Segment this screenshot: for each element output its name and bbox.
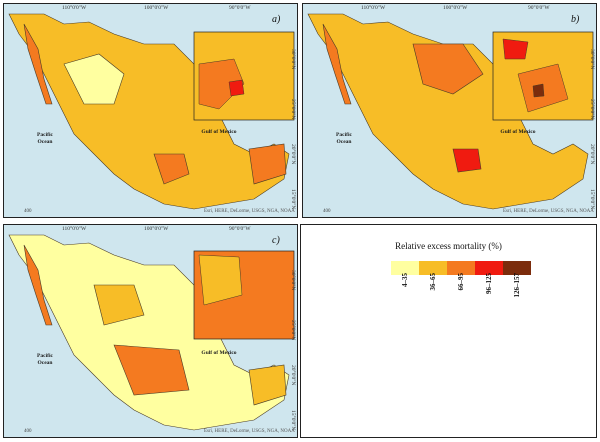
- scale-label: 400: [24, 429, 32, 434]
- top-tick-2: 90°0'0"W: [229, 226, 251, 232]
- legend: Relative excess mortality (%) 4–35 36–65…: [300, 224, 597, 438]
- map-panel-a: 110°0'0"W 100°0'0"W 90°0'0"W 30°0'0"N 25…: [3, 3, 298, 218]
- legend-label-0: 4–35: [401, 273, 409, 287]
- legend-swatch-1: [419, 261, 447, 275]
- top-tick-0: 110°0'0"W: [62, 226, 87, 232]
- mexico-map-c: [4, 225, 297, 437]
- map-credit: Esri, HERE, DeLorme, USGS, NGA, NOAA: [204, 429, 295, 434]
- legend-swatch-3: [475, 261, 503, 275]
- pacific-label: Pacific Ocean: [37, 132, 53, 145]
- side-tick-3: 15°0'0"N: [589, 189, 595, 210]
- map-panel-b: 110°0'0"W 100°0'0"W 90°0'0"W 30°0'0"N 25…: [302, 3, 597, 218]
- gulf-label: Gulf of Mexico: [500, 129, 536, 135]
- scale-label: 400: [323, 209, 331, 214]
- map-panel-c: 110°0'0"W 100°0'0"W 90°0'0"W 30°0'0"N 25…: [3, 224, 298, 438]
- side-tick-2: 20°0'0"N: [589, 144, 595, 165]
- top-tick-2: 90°0'0"W: [229, 5, 251, 11]
- top-tick-0: 110°0'0"W: [361, 5, 386, 11]
- legend-label-4: 126–157: [513, 273, 521, 298]
- panel-label: a): [272, 14, 281, 25]
- side-tick-2: 20°0'0"N: [290, 144, 296, 165]
- side-tick-1: 25°0'0"N: [589, 99, 595, 120]
- pacific-label: Pacific Ocean: [336, 132, 352, 145]
- legend-title: Relative excess mortality (%): [395, 241, 502, 251]
- legend-swatch-2: [447, 261, 475, 275]
- scale-label: 400: [24, 209, 32, 214]
- legend-swatch-4: [503, 261, 531, 275]
- gulf-label: Gulf of Mexico: [201, 350, 237, 356]
- gulf-label: Gulf of Mexico: [201, 129, 237, 135]
- top-tick-1: 100°0'0"W: [144, 5, 169, 11]
- panel-label: b): [571, 14, 580, 25]
- side-tick-3: 15°0'0"N: [290, 189, 296, 210]
- top-tick-0: 110°0'0"W: [62, 5, 87, 11]
- legend-swatch-0: [391, 261, 419, 275]
- legend-label-3: 96–125: [485, 273, 493, 294]
- side-tick-1: 25°0'0"N: [290, 99, 296, 120]
- side-tick-0: 30°0'0"N: [290, 49, 296, 70]
- side-tick-3: 15°0'0"N: [290, 410, 296, 431]
- top-tick-1: 100°0'0"W: [144, 226, 169, 232]
- side-tick-0: 30°0'0"N: [589, 49, 595, 70]
- map-credit: Esri, HERE, DeLorme, USGS, NGA, NOAA: [204, 209, 295, 214]
- mexico-map-a: [4, 4, 297, 217]
- panel-label: c): [272, 235, 280, 246]
- mexico-map-b: [303, 4, 596, 217]
- map-credit: Esri, HERE, DeLorme, USGS, NGA, NOAA: [503, 209, 594, 214]
- legend-label-1: 36–65: [429, 273, 437, 291]
- top-tick-1: 100°0'0"W: [443, 5, 468, 11]
- side-tick-0: 30°0'0"N: [290, 270, 296, 291]
- side-tick-2: 20°0'0"N: [290, 365, 296, 386]
- top-tick-2: 90°0'0"W: [528, 5, 550, 11]
- legend-label-2: 66–95: [457, 273, 465, 291]
- pacific-label: Pacific Ocean: [37, 353, 53, 366]
- side-tick-1: 25°0'0"N: [290, 320, 296, 341]
